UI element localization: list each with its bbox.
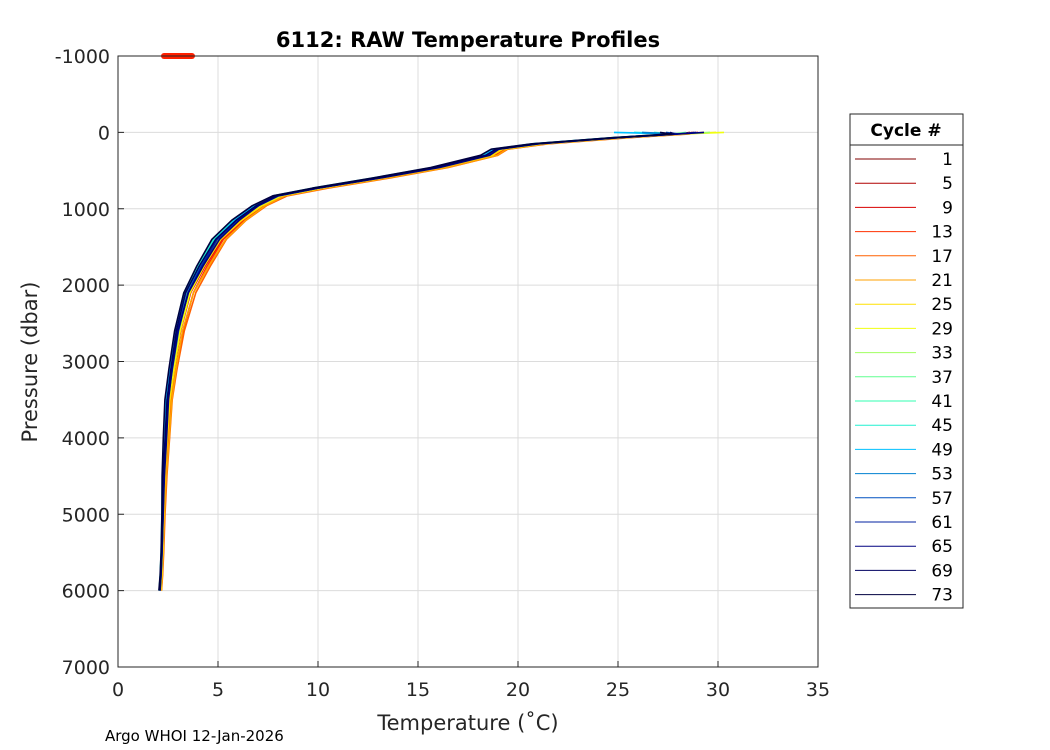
legend-label-57: 57 <box>931 489 953 509</box>
legend-label-1: 1 <box>942 150 953 170</box>
legend-label-9: 9 <box>942 198 953 218</box>
legend-label-61: 61 <box>931 513 953 533</box>
y-tick-label: 6000 <box>62 581 110 603</box>
profile-lines <box>158 131 725 591</box>
y-tick-label: 2000 <box>62 275 110 297</box>
legend-label-33: 33 <box>931 344 953 364</box>
x-tick-label: 15 <box>406 679 430 701</box>
legend-label-69: 69 <box>931 561 953 581</box>
legend-label-53: 53 <box>931 465 953 485</box>
chart-title: 6112: RAW Temperature Profiles <box>276 28 660 52</box>
y-tick-label: 7000 <box>62 657 110 679</box>
legend-label-13: 13 <box>931 223 953 243</box>
y-tick-label: 0 <box>98 122 110 144</box>
legend-label-17: 17 <box>931 247 953 267</box>
legend-label-5: 5 <box>942 174 953 194</box>
x-tick-label: 20 <box>506 679 530 701</box>
y-tick-label: 1000 <box>62 199 110 221</box>
legend-label-37: 37 <box>931 368 953 388</box>
legend-items: 1 5 9 13 17 21 25 29 33 37 41 45 49 53 57 61 65 69 73 <box>855 150 953 606</box>
legend-label-25: 25 <box>931 295 953 315</box>
y-tick-label: 5000 <box>62 504 110 526</box>
legend-label-45: 45 <box>931 416 953 436</box>
legend-label-41: 41 <box>931 392 953 412</box>
x-tick-label: 5 <box>212 679 224 701</box>
x-tick-label: 25 <box>606 679 630 701</box>
profile-line-cycle-73 <box>158 131 672 591</box>
x-tick-label: 0 <box>112 679 124 701</box>
y-axis-label: Pressure (dbar) <box>18 282 42 443</box>
y-tick-label: 3000 <box>62 352 110 374</box>
footer-credit: Argo WHOI 12-Jan-2026 <box>105 727 284 745</box>
legend-label-29: 29 <box>931 319 953 339</box>
y-tick-label: 4000 <box>62 428 110 450</box>
x-axis-ticks: 0 5 10 15 20 25 30 35 <box>112 661 830 701</box>
x-axis-label: Temperature (˚C) <box>376 711 558 735</box>
y-axis-ticks: -1000 0 1000 2000 3000 4000 5000 6000 7000 <box>55 46 124 679</box>
legend-box <box>849 113 964 609</box>
x-tick-label: 35 <box>806 679 830 701</box>
x-tick-label: 30 <box>706 679 730 701</box>
legend-label-21: 21 <box>931 271 953 291</box>
legend-title: Cycle # <box>870 121 941 141</box>
legend: Cycle # 1 5 9 13 17 21 25 29 33 37 41 45 49 53 57 61 65 6… <box>849 113 964 609</box>
legend-label-65: 65 <box>931 537 953 557</box>
legend-label-73: 73 <box>931 586 953 606</box>
y-tick-label: -1000 <box>55 46 110 68</box>
legend-label-49: 49 <box>931 440 953 460</box>
x-tick-label: 10 <box>306 679 330 701</box>
